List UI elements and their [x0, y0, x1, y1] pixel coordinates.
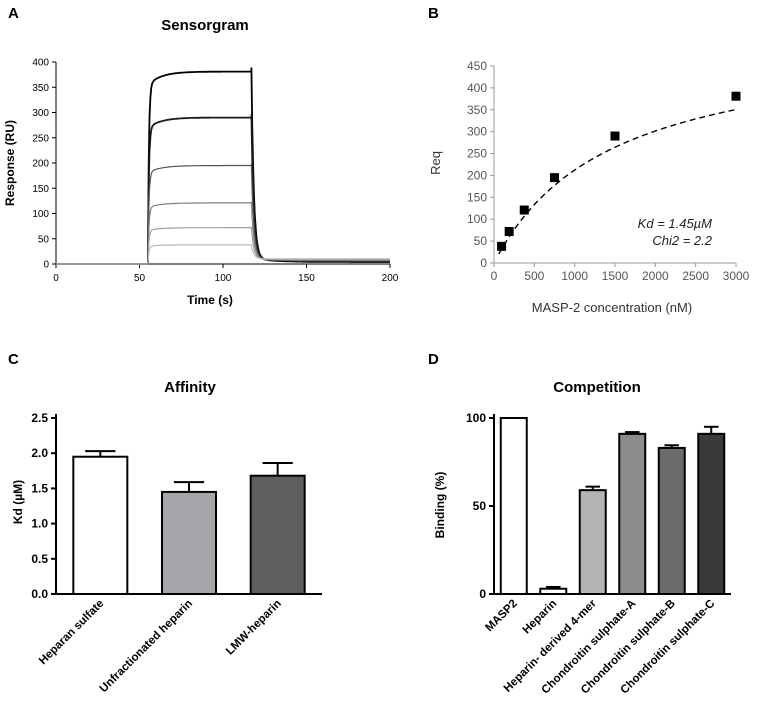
chart-d-bar	[539, 587, 568, 595]
chart-b-data-point	[731, 91, 741, 101]
chart-d-bar	[657, 446, 686, 596]
chart-a-plot: 0 50 100 150 200 0 50 100 150 200 250 300 350 400	[32, 58, 398, 285]
chart-b-plot: 0 500 1000 1500 2000 2500 3000 0 50 100 150 200 250 3…	[467, 59, 750, 283]
chart-b-x-tick-label: 1500	[602, 269, 629, 283]
chart-d-y-tick-label: 50	[473, 499, 487, 513]
chart-a-title: Sensorgram	[161, 17, 249, 34]
chart-b-data-point	[504, 226, 514, 236]
chart-c-bar	[72, 455, 129, 595]
chart-d-bar	[578, 489, 607, 595]
chart-c-y-tick-label: 2.0	[31, 446, 48, 460]
panel-letter-c: C	[8, 351, 19, 368]
chart-d-category-label: MASP2	[483, 598, 520, 635]
chart-b-data-point	[550, 173, 559, 183]
chart-d-title: Competition	[553, 379, 641, 396]
chart-c-y-tick-label: 0.5	[31, 552, 48, 566]
chart-c-bar	[161, 490, 217, 596]
chart-a-series-line	[56, 163, 390, 265]
chart-c-category-label: Unfractionated heparin	[98, 598, 196, 696]
chart-b-ylabel: Req	[428, 151, 443, 175]
chart-a-x-tick-label: 200	[382, 273, 399, 284]
chart-b-y-tick-label: 250	[467, 147, 487, 161]
chart-a-y-tick-label: 150	[32, 184, 49, 195]
chart-b-x-tick-label: 1000	[561, 269, 588, 283]
chart-b-y-tick-label: 50	[474, 234, 488, 248]
chart-a-xlabel: Time (s)	[187, 293, 233, 307]
chart-d-bar	[618, 432, 647, 595]
chart-d-category-label: Heparin	[521, 598, 560, 637]
chart-d-bar	[499, 417, 528, 595]
chart-b-data-point	[610, 131, 620, 141]
chart-a-x-tick-label: 100	[215, 273, 232, 284]
chart-b-x-tick-label: 2500	[682, 269, 709, 283]
chart-a-y-tick-label: 0	[43, 260, 49, 271]
chart-b-y-tick-label: 400	[467, 81, 487, 95]
chart-b-y-tick-label: 350	[467, 103, 487, 117]
chart-a-y-tick-label: 200	[32, 159, 49, 170]
chart-b-y-tick-label: 0	[480, 256, 487, 270]
chart-c-y-tick-label: 1.0	[31, 517, 48, 531]
chart-b-fit-curve	[498, 108, 737, 255]
chart-c-title: Affinity	[164, 379, 216, 396]
chart-b-y-tick-label: 200	[467, 168, 487, 182]
chart-c-y-tick-label: 0.0	[31, 587, 48, 601]
chart-a-series-line	[56, 201, 390, 265]
chart-a-series-line	[56, 244, 390, 265]
chart-c-ylabel: Kd (µM)	[11, 480, 25, 524]
panel-letter-a: A	[8, 5, 19, 22]
chart-b-x-tick-label: 3000	[723, 269, 750, 283]
chart-d-bar	[697, 432, 726, 595]
chart-a-x-tick-label: 50	[134, 273, 146, 284]
chart-c-category-label: LMW-heparin	[224, 598, 284, 658]
chart-a-y-tick-label: 250	[32, 133, 49, 144]
chart-b-data-point	[519, 205, 529, 215]
chart-c-y-tick-label: 1.5	[31, 481, 48, 495]
chart-b-annotation-chi2: Chi2 = 2.2	[652, 233, 712, 248]
panel-letter-d: D	[428, 351, 439, 368]
chart-d-ylabel: Binding (%)	[433, 472, 447, 539]
chart-b-x-tick-label: 500	[524, 269, 544, 283]
chart-c-bar	[249, 474, 306, 595]
chart-b-xlabel: MASP-2 concentration (nM)	[532, 300, 692, 315]
chart-c-category-label: Heparan sulfate	[37, 598, 106, 667]
chart-b-data-point	[497, 241, 507, 251]
chart-b-annotation-kd: Kd = 1.45µM	[638, 216, 713, 231]
chart-b-x-tick-label: 2000	[642, 269, 669, 283]
chart-a-y-tick-label: 300	[32, 108, 49, 119]
chart-a-ylabel: Response (RU)	[3, 120, 17, 206]
chart-d-y-tick-label: 0	[479, 587, 486, 601]
chart-a-y-tick-label: 100	[32, 209, 49, 220]
chart-a-y-tick-label: 350	[32, 83, 49, 94]
chart-d-y-tick-label: 100	[466, 411, 486, 425]
panel-letter-b: B	[428, 5, 439, 22]
chart-a-series-line	[56, 114, 390, 265]
chart-b-y-tick-label: 450	[467, 59, 487, 73]
chart-a-x-tick-label: 0	[53, 273, 59, 284]
chart-b-x-tick-label: 0	[491, 269, 498, 283]
chart-a-x-tick-label: 150	[298, 273, 315, 284]
chart-c-plot: 0.0 0.5 1.0 1.5 2.0 2.5 Heparan sulfateUnfract…	[31, 411, 322, 695]
chart-a-y-tick-label: 50	[38, 234, 50, 245]
chart-c-y-tick-label: 2.5	[31, 411, 48, 425]
chart-b-y-tick-label: 300	[467, 125, 487, 139]
chart-b-y-tick-label: 150	[467, 190, 487, 204]
chart-a-y-tick-label: 400	[32, 58, 49, 69]
chart-b-y-tick-label: 100	[467, 212, 487, 226]
